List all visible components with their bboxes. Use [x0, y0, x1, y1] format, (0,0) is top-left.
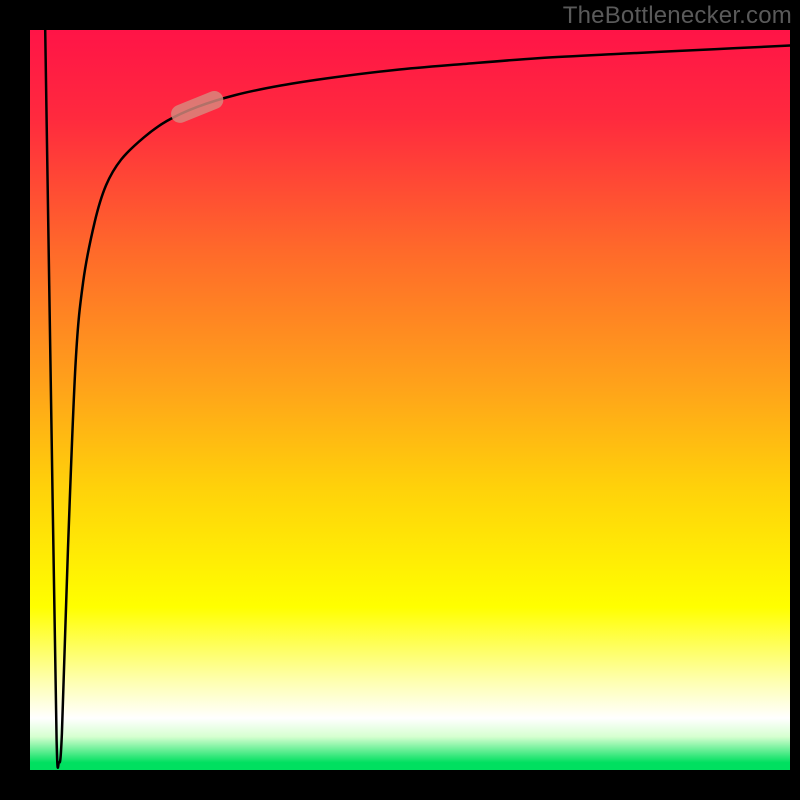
gradient-background — [30, 30, 790, 770]
plot-area — [15, 15, 800, 785]
chart-svg — [0, 0, 800, 800]
chart-container: TheBottlenecker.com — [0, 0, 800, 800]
watermark-text: TheBottlenecker.com — [563, 2, 792, 30]
